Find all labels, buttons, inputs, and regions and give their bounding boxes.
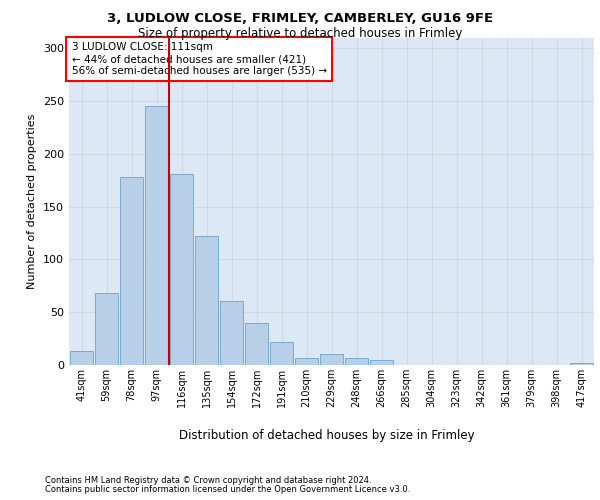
Bar: [269, 342, 293, 365]
Text: Contains HM Land Registry data © Crown copyright and database right 2024.: Contains HM Land Registry data © Crown c…: [45, 476, 371, 485]
Bar: [370, 360, 394, 365]
Bar: [194, 236, 218, 365]
Bar: [145, 106, 169, 365]
Text: Contains public sector information licensed under the Open Government Licence v3: Contains public sector information licen…: [45, 484, 410, 494]
Bar: [295, 358, 319, 365]
Text: Distribution of detached houses by size in Frimley: Distribution of detached houses by size …: [179, 430, 475, 442]
Text: Size of property relative to detached houses in Frimley: Size of property relative to detached ho…: [138, 28, 462, 40]
Text: 3, LUDLOW CLOSE, FRIMLEY, CAMBERLEY, GU16 9FE: 3, LUDLOW CLOSE, FRIMLEY, CAMBERLEY, GU1…: [107, 12, 493, 26]
Bar: [569, 363, 593, 365]
Bar: [95, 293, 118, 365]
Bar: [70, 352, 94, 365]
Text: 3 LUDLOW CLOSE: 111sqm
← 44% of detached houses are smaller (421)
56% of semi-de: 3 LUDLOW CLOSE: 111sqm ← 44% of detached…: [71, 42, 327, 76]
Y-axis label: Number of detached properties: Number of detached properties: [28, 114, 37, 289]
Bar: [220, 300, 244, 365]
Bar: [245, 322, 268, 365]
Bar: [119, 177, 143, 365]
Bar: [344, 358, 368, 365]
Bar: [170, 174, 193, 365]
Bar: [320, 354, 343, 365]
